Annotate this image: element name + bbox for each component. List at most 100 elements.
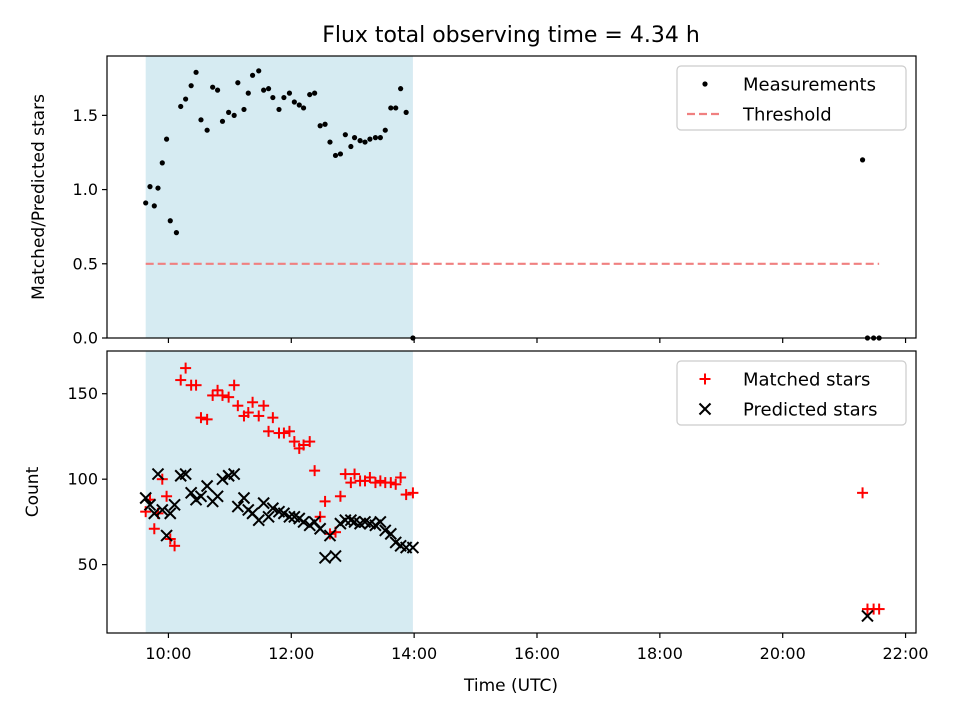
measurement-point — [377, 135, 383, 141]
measurement-point — [291, 99, 297, 105]
measurement-point — [859, 157, 866, 163]
measurement-point — [198, 117, 204, 123]
measurement-point — [241, 106, 247, 113]
measurement-point — [332, 152, 339, 159]
measurement-point — [151, 203, 157, 209]
series-measurements — [143, 68, 882, 341]
measurement-point — [342, 132, 348, 138]
measurement-point — [219, 118, 226, 124]
axes-frame — [106, 55, 917, 339]
measurement-point — [245, 90, 251, 96]
matched-point — [169, 540, 181, 552]
predicted-point — [283, 510, 296, 523]
predicted-point — [211, 490, 224, 503]
matched-point — [223, 391, 235, 403]
legend-label: Matched stars — [743, 370, 870, 391]
axes-frame — [106, 350, 917, 634]
measurement-point — [231, 112, 237, 118]
measurement-point — [235, 80, 241, 86]
measurement-point — [163, 136, 170, 142]
measurement-point — [317, 123, 323, 129]
measurement-point — [362, 139, 368, 145]
predicted-point — [297, 515, 310, 529]
measurement-point — [147, 184, 153, 190]
predicted-point — [160, 529, 173, 542]
legend: Matched stars Predicted stars — [676, 360, 907, 426]
predicted-point — [323, 529, 337, 542]
matched-point — [190, 379, 202, 391]
measurement-point — [193, 69, 199, 75]
matched-point — [180, 362, 192, 374]
measurement-point — [337, 151, 344, 157]
measurement-point — [256, 68, 262, 74]
predicted-point — [151, 467, 165, 481]
predicted-point — [227, 467, 241, 481]
matched-point — [857, 487, 869, 499]
matched-point — [369, 477, 381, 489]
measurement-point — [307, 91, 313, 98]
predicted-point — [277, 507, 291, 520]
matched-point — [339, 468, 351, 480]
observing-window-shade — [145, 351, 413, 633]
y-axis-label: Count — [23, 466, 43, 517]
y-tick-label: 1.0 — [73, 180, 98, 199]
matched-point — [385, 477, 397, 489]
measurement-point — [155, 185, 161, 191]
predicted-point — [231, 500, 245, 513]
x-tick-label: 16:00 — [514, 644, 560, 663]
matched-point — [345, 477, 357, 489]
predicted-point — [329, 549, 342, 563]
matched-point — [201, 413, 213, 425]
measurement-point — [214, 87, 221, 93]
matched-point — [212, 384, 224, 396]
bottom-panel: 50 100 150 10:00 12:00 14:00 16:00 18:00 20:00 22… — [23, 350, 929, 663]
matched-point — [267, 412, 279, 424]
measurement-point — [270, 94, 276, 101]
predicted-point — [266, 502, 280, 515]
predicted-point — [237, 491, 251, 505]
matched-point — [364, 471, 376, 483]
y-tick-label: 50 — [78, 555, 98, 574]
measurement-point — [351, 135, 358, 141]
matched-point — [148, 523, 160, 535]
measurement-point — [398, 86, 404, 92]
matched-point — [304, 436, 316, 448]
legend: Measurements Threshold — [676, 65, 907, 131]
predicted-point — [262, 510, 275, 523]
matched-point — [288, 436, 300, 448]
y-tick-label: 100 — [67, 470, 98, 489]
measurement-point — [382, 127, 388, 133]
predicted-point — [252, 513, 265, 527]
legend-label: Threshold — [742, 105, 832, 126]
matched-point — [216, 389, 228, 401]
measurement-point — [261, 87, 267, 93]
series-predicted-stars — [139, 467, 874, 623]
measurement-point — [226, 109, 232, 115]
predicted-point — [257, 496, 270, 510]
measurement-point — [327, 139, 333, 145]
matched-point — [232, 400, 244, 412]
measurement-point — [322, 121, 328, 127]
matched-point — [242, 407, 254, 419]
measurement-point — [173, 230, 180, 236]
matched-point — [283, 425, 295, 437]
predicted-point — [194, 490, 208, 503]
measurement-point — [388, 105, 394, 111]
predicted-point — [406, 541, 420, 554]
legend-matched-swatch — [699, 373, 711, 385]
measurement-point — [372, 135, 379, 141]
matched-point — [207, 389, 219, 401]
predicted-point — [168, 498, 181, 512]
predicted-point — [143, 498, 157, 512]
x-tick-label: 20:00 — [760, 644, 806, 663]
matched-point — [278, 427, 290, 439]
y-tick-label: 0.5 — [73, 254, 98, 273]
matched-point — [175, 374, 187, 386]
matched-point — [309, 465, 321, 477]
measurement-point — [249, 72, 256, 78]
legend-predicted-swatch — [698, 402, 712, 416]
measurement-point — [393, 105, 399, 111]
predicted-point — [139, 491, 152, 505]
predicted-point — [344, 513, 358, 527]
measurement-point — [178, 103, 184, 110]
